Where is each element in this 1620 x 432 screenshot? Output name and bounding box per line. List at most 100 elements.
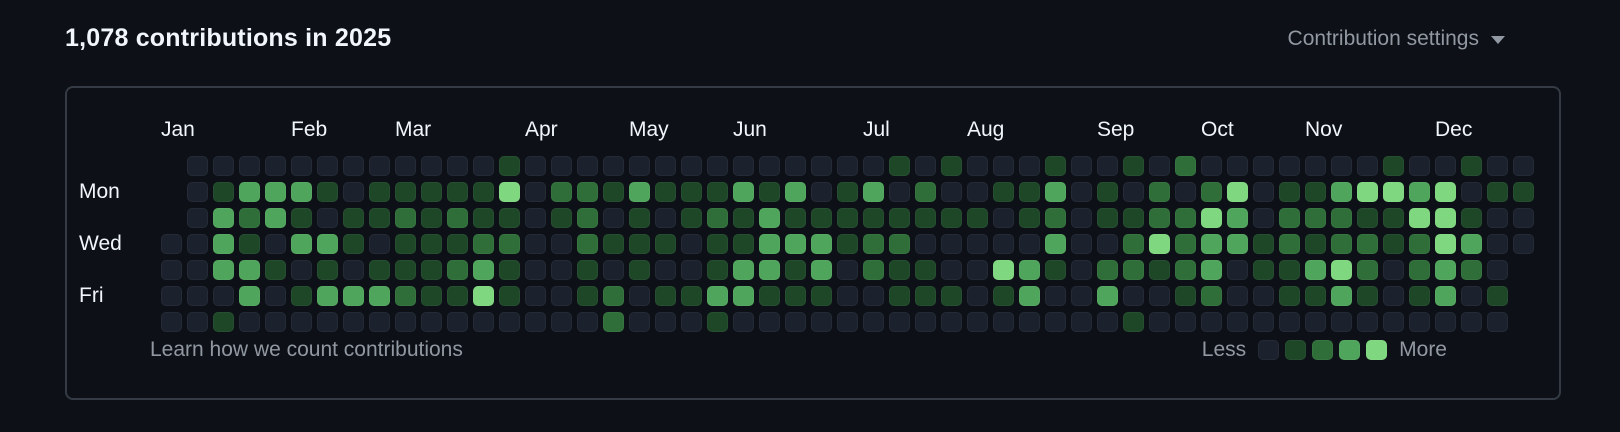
contribution-cell[interactable] xyxy=(681,260,702,280)
contribution-cell[interactable] xyxy=(785,286,806,306)
contribution-cell[interactable] xyxy=(1279,234,1300,254)
contribution-cell[interactable] xyxy=(1357,208,1378,228)
contribution-cell[interactable] xyxy=(421,208,442,228)
contribution-cell[interactable] xyxy=(395,208,416,228)
contribution-cell[interactable] xyxy=(1357,312,1378,332)
contribution-cell[interactable] xyxy=(1461,156,1482,176)
contribution-cell[interactable] xyxy=(1227,182,1248,202)
contribution-cell[interactable] xyxy=(707,312,728,332)
contribution-cell[interactable] xyxy=(1071,208,1092,228)
contribution-cell[interactable] xyxy=(265,286,286,306)
contribution-cell[interactable] xyxy=(1461,286,1482,306)
contribution-cell[interactable] xyxy=(707,234,728,254)
contribution-cell[interactable] xyxy=(161,260,182,280)
contribution-cell[interactable] xyxy=(1227,156,1248,176)
contribution-cell[interactable] xyxy=(603,312,624,332)
contribution-cell[interactable] xyxy=(1487,286,1508,306)
contribution-cell[interactable] xyxy=(733,260,754,280)
contribution-cell[interactable] xyxy=(317,312,338,332)
contribution-cell[interactable] xyxy=(681,208,702,228)
contribution-cell[interactable] xyxy=(239,260,260,280)
contribution-cell[interactable] xyxy=(993,260,1014,280)
contribution-cell[interactable] xyxy=(369,286,390,306)
contribution-cell[interactable] xyxy=(447,260,468,280)
contribution-cell[interactable] xyxy=(915,208,936,228)
contribution-cell[interactable] xyxy=(1045,156,1066,176)
contribution-cell[interactable] xyxy=(629,156,650,176)
contribution-cell[interactable] xyxy=(863,286,884,306)
contribution-cell[interactable] xyxy=(603,260,624,280)
contribution-cell[interactable] xyxy=(473,312,494,332)
contribution-cell[interactable] xyxy=(499,208,520,228)
contribution-cell[interactable] xyxy=(1045,234,1066,254)
contribution-cell[interactable] xyxy=(941,182,962,202)
contribution-cell[interactable] xyxy=(395,312,416,332)
contribution-cell[interactable] xyxy=(499,260,520,280)
contribution-cell[interactable] xyxy=(1305,234,1326,254)
contribution-cell[interactable] xyxy=(941,286,962,306)
contribution-cell[interactable] xyxy=(1149,312,1170,332)
contribution-cell[interactable] xyxy=(629,260,650,280)
contribution-cell[interactable] xyxy=(837,208,858,228)
contribution-cell[interactable] xyxy=(1227,286,1248,306)
contribution-cell[interactable] xyxy=(421,234,442,254)
contribution-cell[interactable] xyxy=(1123,182,1144,202)
contribution-cell[interactable] xyxy=(1149,234,1170,254)
contribution-cell[interactable] xyxy=(1357,182,1378,202)
contribution-cell[interactable] xyxy=(343,156,364,176)
contribution-cell[interactable] xyxy=(291,182,312,202)
contribution-cell[interactable] xyxy=(317,234,338,254)
contribution-cell[interactable] xyxy=(785,208,806,228)
contribution-cell[interactable] xyxy=(811,312,832,332)
contribution-cell[interactable] xyxy=(499,286,520,306)
contribution-cell[interactable] xyxy=(1487,156,1508,176)
contribution-cell[interactable] xyxy=(525,208,546,228)
contribution-cell[interactable] xyxy=(577,286,598,306)
contribution-cell[interactable] xyxy=(1071,182,1092,202)
contribution-cell[interactable] xyxy=(1435,156,1456,176)
contribution-cell[interactable] xyxy=(733,208,754,228)
contribution-cell[interactable] xyxy=(1097,156,1118,176)
contribution-cell[interactable] xyxy=(655,156,676,176)
contribution-cell[interactable] xyxy=(317,208,338,228)
contribution-cell[interactable] xyxy=(343,182,364,202)
contribution-cell[interactable] xyxy=(1305,182,1326,202)
contribution-cell[interactable] xyxy=(889,312,910,332)
contribution-cell[interactable] xyxy=(317,182,338,202)
contribution-cell[interactable] xyxy=(889,286,910,306)
contribution-cell[interactable] xyxy=(1409,312,1430,332)
contribution-cell[interactable] xyxy=(707,260,728,280)
contribution-cell[interactable] xyxy=(1383,260,1404,280)
contribution-cell[interactable] xyxy=(837,234,858,254)
contribution-cell[interactable] xyxy=(1253,312,1274,332)
contribution-cell[interactable] xyxy=(629,182,650,202)
contribution-cell[interactable] xyxy=(1305,260,1326,280)
contribution-cell[interactable] xyxy=(837,260,858,280)
contribution-cell[interactable] xyxy=(1019,182,1040,202)
contribution-cell[interactable] xyxy=(1201,286,1222,306)
contribution-cell[interactable] xyxy=(1305,286,1326,306)
contribution-cell[interactable] xyxy=(811,156,832,176)
contribution-cell[interactable] xyxy=(343,260,364,280)
contribution-cell[interactable] xyxy=(1435,234,1456,254)
contribution-cell[interactable] xyxy=(629,286,650,306)
contribution-cell[interactable] xyxy=(941,260,962,280)
contribution-cell[interactable] xyxy=(1045,208,1066,228)
contribution-cell[interactable] xyxy=(1383,312,1404,332)
contribution-cell[interactable] xyxy=(525,286,546,306)
contribution-cell[interactable] xyxy=(343,312,364,332)
contribution-cell[interactable] xyxy=(551,312,572,332)
contribution-cell[interactable] xyxy=(265,312,286,332)
contribution-cell[interactable] xyxy=(1201,182,1222,202)
contribution-cell[interactable] xyxy=(837,156,858,176)
contribution-cell[interactable] xyxy=(551,260,572,280)
contribution-cell[interactable] xyxy=(343,234,364,254)
contribution-cell[interactable] xyxy=(967,234,988,254)
contribution-cell[interactable] xyxy=(1045,182,1066,202)
contribution-cell[interactable] xyxy=(707,156,728,176)
contribution-cell[interactable] xyxy=(213,156,234,176)
contribution-cell[interactable] xyxy=(1201,234,1222,254)
contribution-cell[interactable] xyxy=(889,208,910,228)
contribution-cell[interactable] xyxy=(707,286,728,306)
contribution-cell[interactable] xyxy=(759,312,780,332)
